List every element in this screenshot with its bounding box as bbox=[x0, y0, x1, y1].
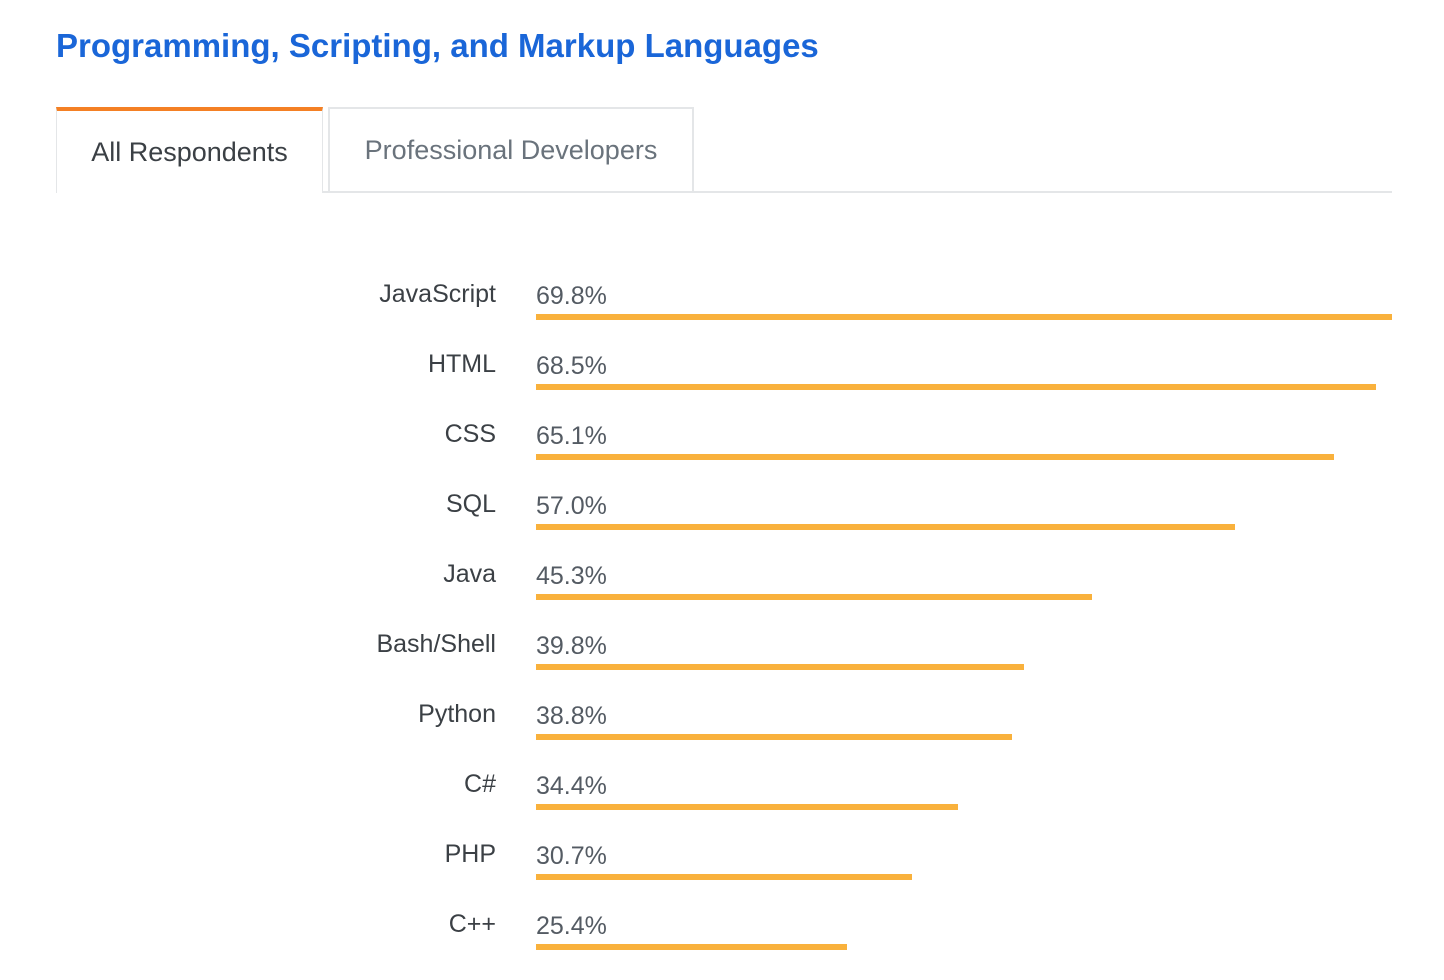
category-label: Java bbox=[443, 560, 496, 588]
bar bbox=[536, 524, 1235, 530]
value-label: 34.4% bbox=[536, 772, 607, 800]
category-label: CSS bbox=[444, 420, 496, 448]
bar-row: SQL 57.0% bbox=[0, 490, 1444, 560]
category-label: C# bbox=[464, 770, 496, 798]
bar bbox=[536, 454, 1334, 460]
tab-all-respondents[interactable]: All Respondents bbox=[56, 107, 323, 193]
bar bbox=[536, 384, 1376, 390]
value-label: 39.8% bbox=[536, 632, 607, 660]
bar bbox=[536, 734, 1012, 740]
bar-row: JavaScript 69.8% bbox=[0, 280, 1444, 350]
page-title: Programming, Scripting, and Markup Langu… bbox=[56, 27, 819, 64]
category-label: C++ bbox=[448, 910, 496, 938]
value-label: 65.1% bbox=[536, 422, 607, 450]
bar-row: Bash/Shell 39.8% bbox=[0, 630, 1444, 700]
bar-row: HTML 68.5% bbox=[0, 350, 1444, 420]
bar bbox=[536, 594, 1092, 600]
category-label: SQL bbox=[445, 490, 496, 518]
bar bbox=[536, 804, 958, 810]
bar bbox=[536, 874, 912, 880]
bar-row: C++ 25.4% bbox=[0, 910, 1444, 980]
value-label: 30.7% bbox=[536, 842, 607, 870]
bar-row: CSS 65.1% bbox=[0, 420, 1444, 490]
value-label: 57.0% bbox=[536, 492, 607, 520]
tab-bar: All Respondents Professional Developers bbox=[56, 107, 1392, 193]
bar bbox=[536, 314, 1392, 320]
value-label: 45.3% bbox=[536, 562, 607, 590]
category-label: PHP bbox=[444, 840, 496, 868]
bar-row: Python 38.8% bbox=[0, 700, 1444, 770]
category-label: JavaScript bbox=[379, 280, 496, 308]
tab-professional-developers[interactable]: Professional Developers bbox=[328, 107, 694, 193]
bar-row: C# 34.4% bbox=[0, 770, 1444, 840]
value-label: 38.8% bbox=[536, 702, 607, 730]
bar-row: PHP 30.7% bbox=[0, 840, 1444, 910]
category-label: Bash/Shell bbox=[376, 630, 496, 658]
bar-row: Java 45.3% bbox=[0, 560, 1444, 630]
bar bbox=[536, 944, 847, 950]
value-label: 25.4% bbox=[536, 912, 607, 940]
category-label: Python bbox=[418, 700, 496, 728]
value-label: 69.8% bbox=[536, 282, 607, 310]
bar bbox=[536, 664, 1024, 670]
value-label: 68.5% bbox=[536, 352, 607, 380]
category-label: HTML bbox=[427, 350, 496, 378]
